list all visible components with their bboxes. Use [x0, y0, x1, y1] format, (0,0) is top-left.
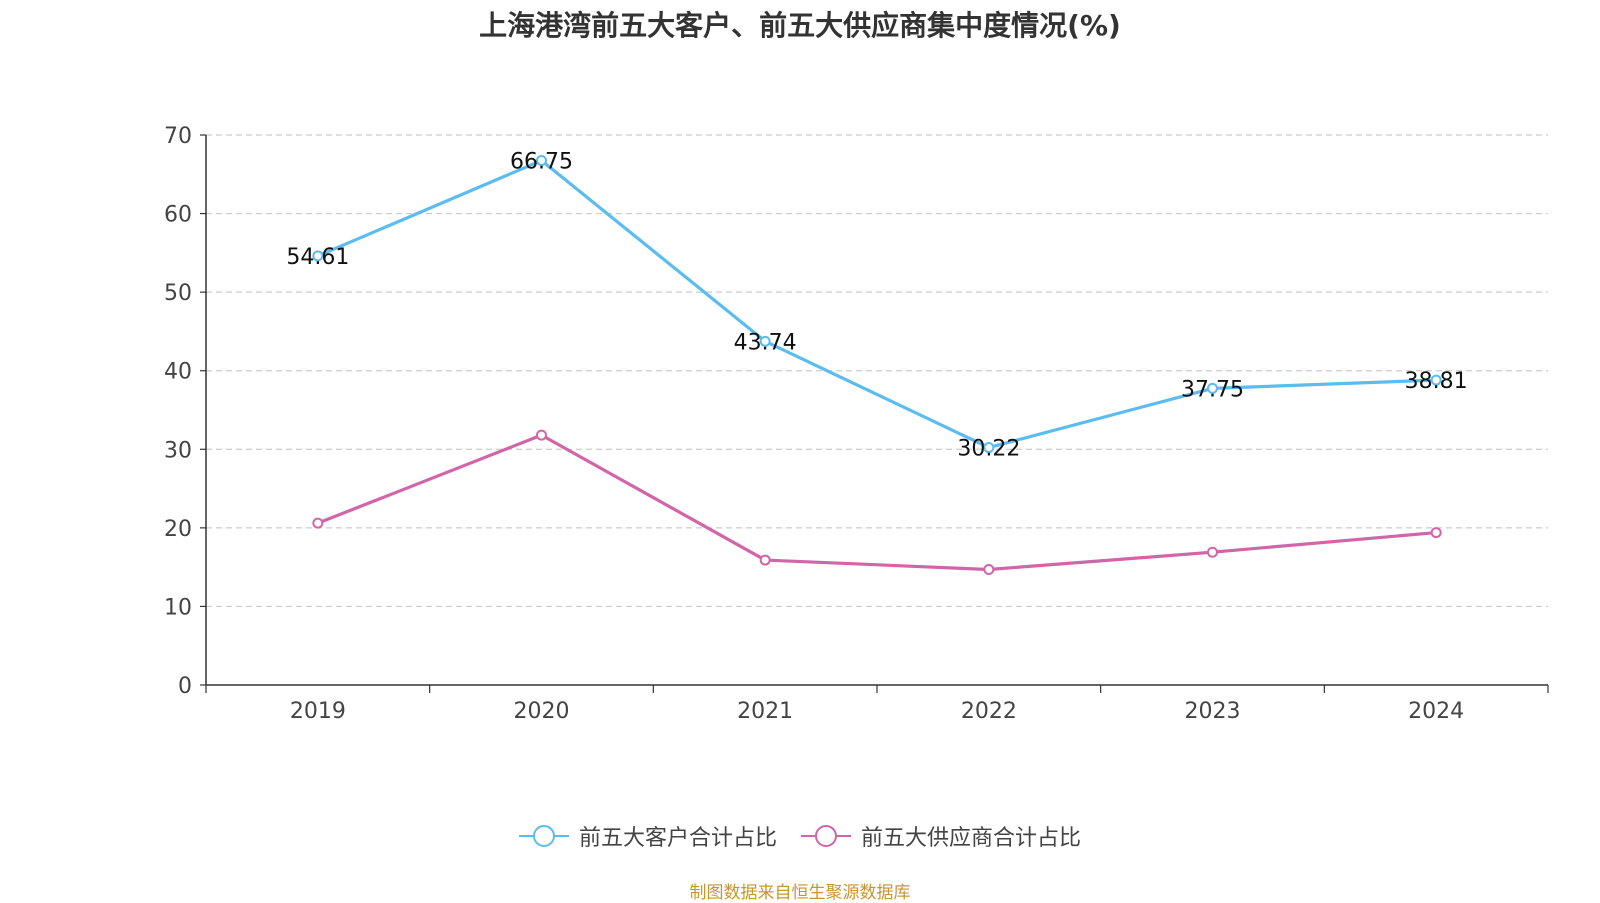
chart-title: 上海港湾前五大客户、前五大供应商集中度情况(%) [479, 9, 1121, 42]
source-note: 制图数据来自恒生聚源数据库 [689, 883, 911, 903]
y-tick-label: 40 [164, 360, 192, 385]
y-tick-label: 10 [164, 595, 192, 620]
data-label: 43.74 [734, 330, 797, 355]
y-tick-label: 50 [164, 281, 192, 306]
line-chart: 0 10 20 30 40 50 60 70 2019 2020 2021 2022 2023 2024 5… [164, 124, 1549, 724]
legend-item-suppliers[interactable]: 前五大供应商合计占比 [801, 820, 1081, 852]
data-label: 37.75 [1181, 377, 1244, 402]
data-point [983, 564, 995, 575]
x-tick-label: 2024 [1408, 699, 1464, 724]
data-point [983, 442, 995, 454]
legend-label-customers: 前五大客户合计占比 [578, 826, 777, 851]
legend-symbol-customers [518, 824, 569, 848]
y-tick-label: 60 [164, 203, 192, 228]
x-tick-label: 2023 [1185, 699, 1241, 724]
data-label: 30.22 [957, 437, 1020, 462]
data-point [1207, 382, 1218, 394]
chart-legend: 前五大客户合计占比 前五大供应商合计占比 [0, 820, 1600, 852]
y-tick-label: 20 [164, 517, 192, 542]
data-point [312, 517, 324, 529]
data-point [536, 155, 547, 167]
data-point [1430, 374, 1442, 386]
y-tick-label: 70 [164, 124, 192, 149]
y-tick-label: 0 [178, 674, 192, 699]
x-tick-label: 2021 [737, 699, 793, 724]
legend-label-suppliers: 前五大供应商合计占比 [861, 826, 1082, 851]
x-tick-label: 2020 [514, 699, 570, 724]
data-label: 38.81 [1405, 369, 1468, 394]
data-point [759, 554, 771, 566]
legend-symbol-suppliers [801, 824, 851, 848]
data-point [536, 429, 547, 441]
data-label: 54.61 [286, 245, 349, 270]
data-point [1430, 527, 1442, 539]
series-line-0 [317, 158, 1437, 450]
x-tick-label: 2019 [290, 699, 346, 724]
data-point [312, 250, 324, 262]
data-label: 66.75 [510, 150, 573, 175]
data-point [759, 335, 771, 347]
series-line-1 [317, 433, 1437, 572]
x-tick-label: 2022 [961, 699, 1017, 724]
y-tick-label: 30 [164, 438, 192, 463]
legend-item-customers[interactable]: 前五大客户合计占比 [518, 820, 777, 852]
data-point [1207, 546, 1218, 558]
